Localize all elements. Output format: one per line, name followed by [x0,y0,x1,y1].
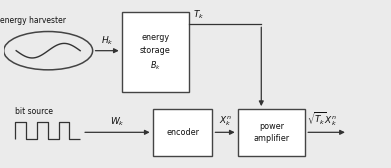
Text: bit source: bit source [15,107,53,116]
Text: encoder: encoder [166,128,199,137]
Text: $T_k$: $T_k$ [193,9,204,21]
Text: power
amplifier: power amplifier [253,122,289,143]
Text: energy
storage
$B_k$: energy storage $B_k$ [140,33,171,72]
FancyBboxPatch shape [238,109,305,156]
Text: $H_k$: $H_k$ [101,34,113,47]
Text: energy harvester: energy harvester [0,16,66,25]
FancyBboxPatch shape [152,109,212,156]
Text: $X_k^n$: $X_k^n$ [219,115,231,128]
Text: $\sqrt{T_k}X_k^n$: $\sqrt{T_k}X_k^n$ [307,111,338,128]
Text: $W_k$: $W_k$ [110,116,125,128]
FancyBboxPatch shape [122,12,189,92]
